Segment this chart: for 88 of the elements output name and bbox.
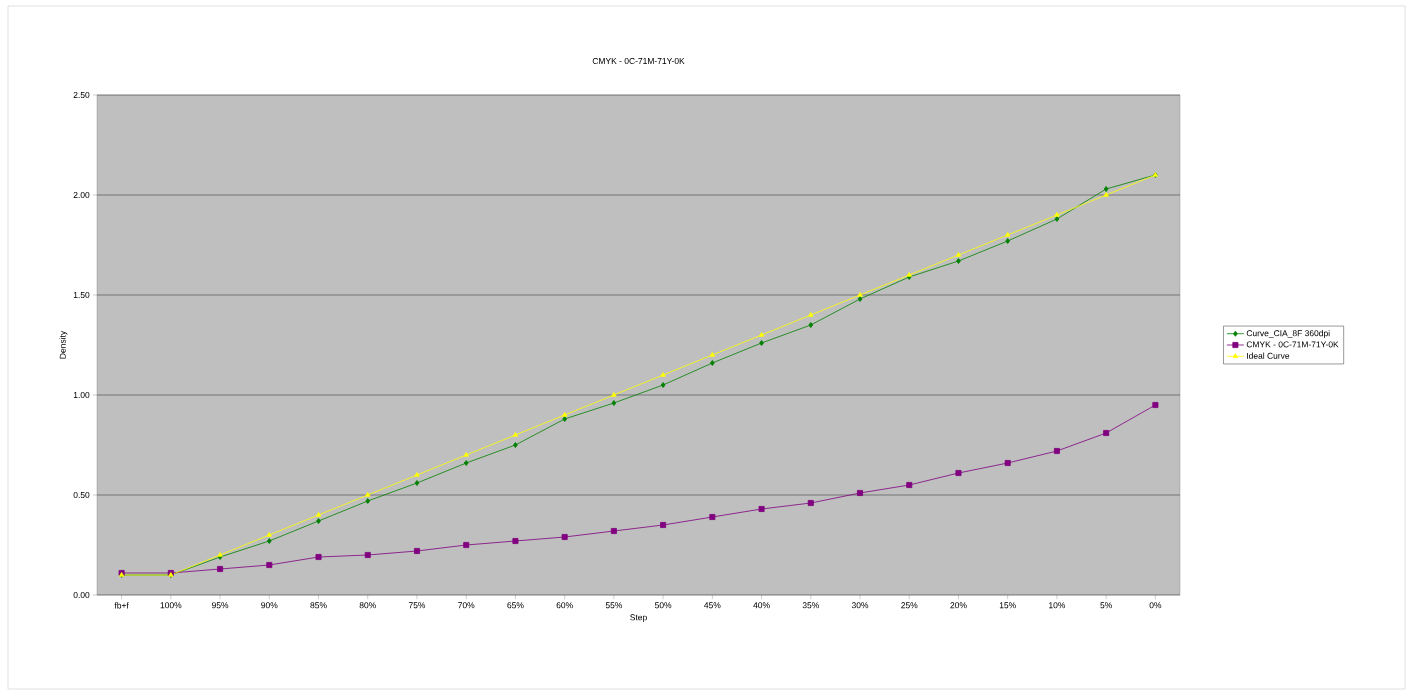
y-tick-label: 2.50 bbox=[73, 92, 90, 98]
point bbox=[513, 442, 518, 448]
point bbox=[857, 292, 863, 297]
point bbox=[906, 482, 913, 488]
point bbox=[709, 360, 715, 366]
x-tick-label: 20% bbox=[950, 602, 967, 609]
point bbox=[956, 258, 961, 264]
point bbox=[561, 534, 568, 540]
point bbox=[857, 296, 863, 302]
point bbox=[365, 498, 371, 504]
point bbox=[1103, 430, 1110, 436]
point bbox=[758, 506, 765, 512]
y-tick-label: 2.00 bbox=[73, 192, 90, 198]
point bbox=[266, 562, 273, 568]
point bbox=[364, 552, 371, 558]
point bbox=[512, 538, 519, 544]
x-tick-label: 90% bbox=[261, 602, 278, 609]
point bbox=[315, 554, 322, 560]
point bbox=[217, 566, 224, 572]
x-tick-label: 75% bbox=[408, 602, 426, 609]
point bbox=[1054, 216, 1060, 222]
point bbox=[463, 460, 469, 466]
legend-label: Ideal Curve bbox=[1247, 352, 1290, 359]
x-tick-label: 25% bbox=[901, 602, 918, 609]
x-tick-label: 40% bbox=[753, 602, 770, 609]
x-tick-label: 95% bbox=[211, 602, 229, 609]
x-tick-label: 65% bbox=[507, 602, 524, 609]
point bbox=[955, 470, 962, 476]
point bbox=[463, 452, 469, 457]
point bbox=[266, 532, 272, 537]
point bbox=[857, 490, 864, 496]
x-tick-label: 45% bbox=[704, 602, 721, 609]
point bbox=[315, 512, 322, 517]
y-tick-label: 1.50 bbox=[73, 292, 90, 298]
chart-title: CMYK - 0C-71M-71Y-0K bbox=[592, 58, 685, 64]
point bbox=[414, 472, 420, 477]
point bbox=[562, 416, 567, 422]
point bbox=[1054, 212, 1060, 217]
point bbox=[365, 492, 371, 497]
point bbox=[414, 480, 420, 486]
x-tick-label: 70% bbox=[458, 602, 475, 609]
point bbox=[610, 528, 617, 534]
point bbox=[955, 252, 962, 257]
point bbox=[1103, 186, 1109, 192]
x-tick-label: 15% bbox=[999, 602, 1016, 609]
point bbox=[611, 400, 617, 406]
point bbox=[316, 518, 321, 524]
point bbox=[660, 522, 667, 528]
point bbox=[1152, 402, 1159, 408]
point bbox=[611, 392, 617, 397]
point bbox=[463, 542, 470, 548]
point bbox=[266, 538, 272, 544]
point bbox=[1005, 232, 1011, 237]
point bbox=[660, 372, 666, 377]
point bbox=[1004, 460, 1011, 466]
legend-label: CMYK - 0C-71M-71Y-0K bbox=[1246, 341, 1339, 348]
x-tick-label: 55% bbox=[605, 602, 623, 609]
point bbox=[758, 332, 765, 337]
y-axis-title: Density bbox=[59, 330, 68, 359]
point bbox=[413, 548, 420, 554]
point bbox=[808, 312, 814, 317]
y-tick-label: 1.00 bbox=[73, 392, 90, 398]
y-tick-label: 0.00 bbox=[73, 592, 90, 598]
point bbox=[709, 514, 716, 520]
point bbox=[759, 340, 764, 346]
x-tick-label: 60% bbox=[556, 602, 573, 609]
legend-label: Curve_CIA_8F 360dpi bbox=[1246, 330, 1330, 338]
point bbox=[709, 352, 715, 357]
point bbox=[512, 432, 519, 437]
point bbox=[1103, 192, 1109, 197]
x-tick-label: 5% bbox=[1100, 602, 1112, 609]
x-tick-label: 85% bbox=[310, 602, 327, 609]
point bbox=[808, 322, 814, 328]
x-tick-label: 10% bbox=[1049, 602, 1066, 609]
point bbox=[1005, 238, 1011, 244]
x-tick-label: 100% bbox=[160, 602, 182, 609]
x-axis-title: Step bbox=[630, 614, 647, 622]
y-tick-label: 0.50 bbox=[73, 492, 90, 498]
x-tick-label: 30% bbox=[851, 602, 869, 609]
x-tick-label: 50% bbox=[654, 602, 672, 609]
x-tick-label: 35% bbox=[802, 602, 819, 609]
point bbox=[562, 412, 568, 417]
x-tick-label: 80% bbox=[359, 602, 376, 609]
point bbox=[1053, 448, 1060, 454]
x-tick-label: 0% bbox=[1149, 602, 1162, 609]
point bbox=[807, 500, 814, 506]
point bbox=[660, 382, 666, 388]
x-tick-label: fb+f bbox=[114, 602, 129, 609]
